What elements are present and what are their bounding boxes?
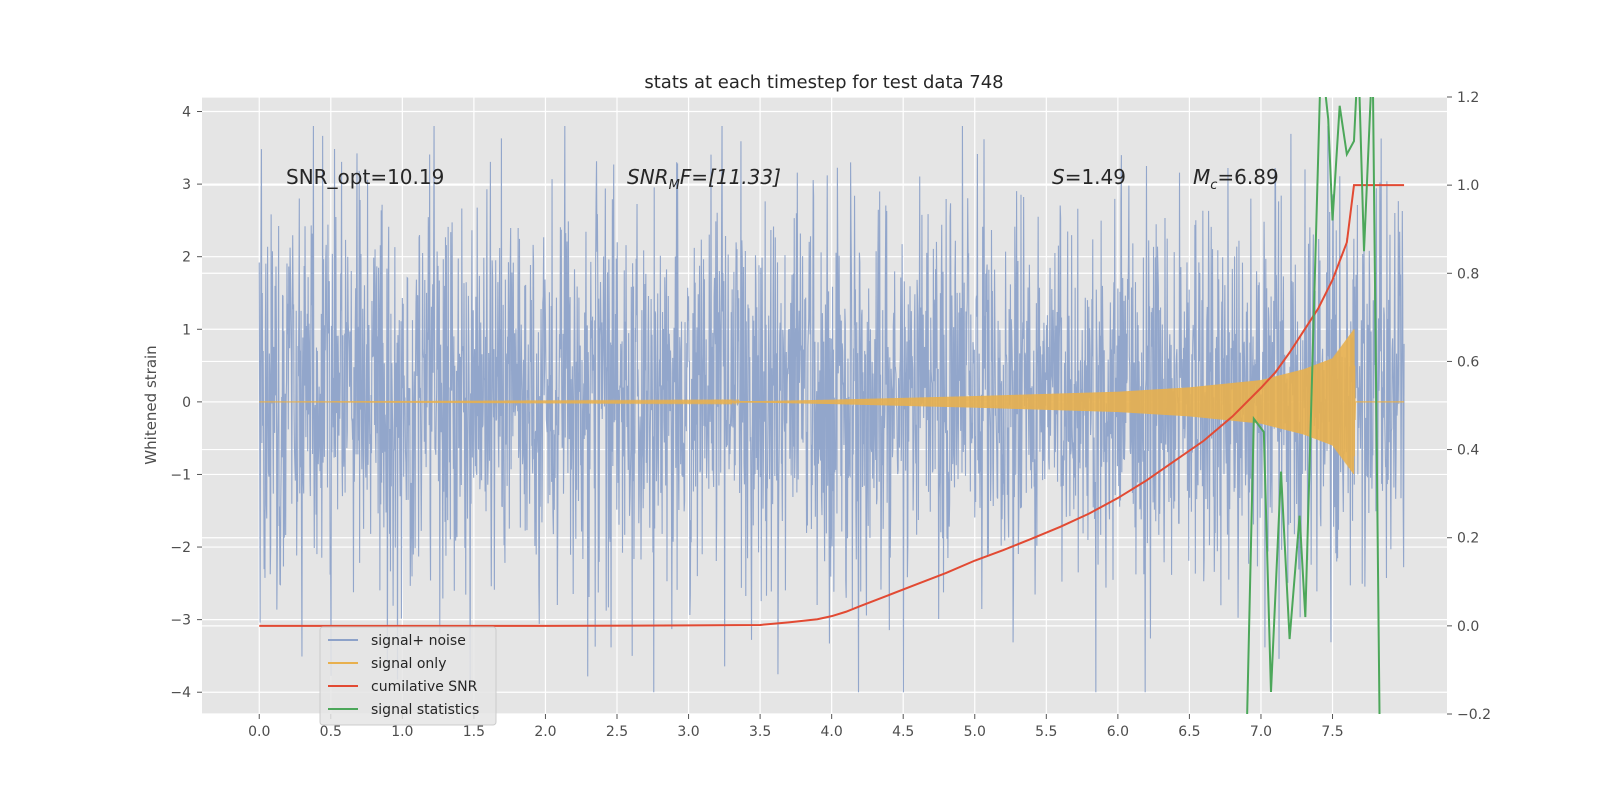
x-tick-label-12: 6.0: [1107, 724, 1129, 740]
y-left-tick-label-8: −4: [170, 685, 191, 701]
x-tick-label-9: 4.5: [892, 724, 914, 740]
x-tick-label-11: 5.5: [1035, 724, 1057, 740]
annotation-mc-value: =6.89: [1217, 165, 1278, 189]
y-right-tick-label-3: 0.6: [1457, 354, 1479, 370]
legend-entry-signal-statistics: signal statistics: [328, 702, 479, 718]
y-left-tick-label-2: 2: [182, 250, 191, 266]
y-left-tick-label-3: 1: [182, 322, 191, 338]
x-tick-label-15: 7.5: [1321, 724, 1343, 740]
annotation-snr-opt: SNR_opt=10.19: [286, 165, 444, 189]
annotation-s: S=1.49: [1052, 165, 1126, 189]
y-left-tick-label-4: 0: [182, 395, 191, 411]
chart-title: stats at each timestep for test data 748: [644, 72, 1003, 93]
y-left-tick-label-7: −3: [170, 613, 191, 629]
legend-entry-cumulative-snr: cumilative SNR: [328, 679, 478, 695]
annotation-s-value: =1.49: [1065, 165, 1126, 189]
series-signal-only: [259, 329, 1405, 474]
x-tick-label-1: 0.5: [320, 724, 342, 740]
ticks-layer: 0.0 0.5 1.0 1.5 2.0 2.5 3.0 3.5 4.0 4.5 5.0 5.5 6.0 6…: [170, 90, 1491, 740]
annotation-snr-mf-subscript: M: [669, 178, 680, 193]
x-tick-label-10: 5.0: [964, 724, 986, 740]
y-right-tick-label-6: 0.0: [1457, 619, 1479, 635]
y-right-tick-label-5: 0.2: [1457, 531, 1479, 547]
legend-label-cumulative-snr: cumilative SNR: [371, 679, 478, 695]
y-left-tick-label-0: 4: [182, 105, 191, 121]
y-right-tick-label-2: 0.8: [1457, 266, 1479, 282]
annotation-snr-mf-value: F=[11.33]: [680, 165, 781, 189]
legend-label-signal-noise: signal+ noise: [371, 633, 466, 649]
x-tick-label-4: 2.0: [534, 724, 556, 740]
y-right-tick-label-7: −0.2: [1457, 707, 1491, 723]
series-signal-statistics: [1246, 97, 1381, 714]
y-left-tick-label-1: 3: [182, 177, 191, 193]
legend-box: [319, 626, 497, 726]
x-tick-label-14: 7.0: [1250, 724, 1272, 740]
x-tick-label-5: 2.5: [606, 724, 628, 740]
x-tick-label-6: 3.0: [677, 724, 699, 740]
annotations: SNR_opt=10.19 SNRMF=[11.33] S=1.49 Mc=6.…: [286, 165, 1279, 193]
x-tick-label-2: 1.0: [391, 724, 413, 740]
legend-entry-signal-noise: signal+ noise: [328, 633, 466, 649]
annotation-mc: Mc=6.89: [1193, 165, 1279, 193]
series-signal-noise: [258, 126, 1405, 693]
x-tick-label-8: 4.0: [821, 724, 843, 740]
y-left-tick-label-5: −1: [170, 467, 191, 483]
y-left-tick-label-6: −2: [170, 540, 191, 556]
annotation-snr-mf: SNRMF=[11.33]: [627, 165, 781, 193]
annotation-snr-mf-symbol: SNR: [627, 165, 669, 189]
x-tick-label-0: 0.0: [248, 724, 270, 740]
y-axis-label: Whitened strain: [142, 345, 160, 464]
annotation-mc-symbol: M: [1193, 165, 1210, 189]
x-tick-label-7: 3.5: [749, 724, 771, 740]
series-layer: [258, 97, 1405, 714]
annotation-mc-subscript: c: [1210, 178, 1217, 193]
annotation-s-symbol: S: [1052, 165, 1065, 189]
legend-label-signal-only: signal only: [371, 656, 446, 672]
legend-label-signal-statistics: signal statistics: [371, 702, 479, 718]
y-right-tick-label-4: 0.4: [1457, 443, 1479, 459]
y-right-tick-label-0: 1.2: [1457, 90, 1479, 106]
legend-entry-signal-only: signal only: [328, 656, 446, 672]
x-tick-label-3: 1.5: [463, 724, 485, 740]
x-tick-label-13: 6.5: [1178, 724, 1200, 740]
legend: signal+ noise signal only cumilative SNR…: [319, 626, 497, 726]
y-right-tick-label-1: 1.0: [1457, 178, 1479, 194]
